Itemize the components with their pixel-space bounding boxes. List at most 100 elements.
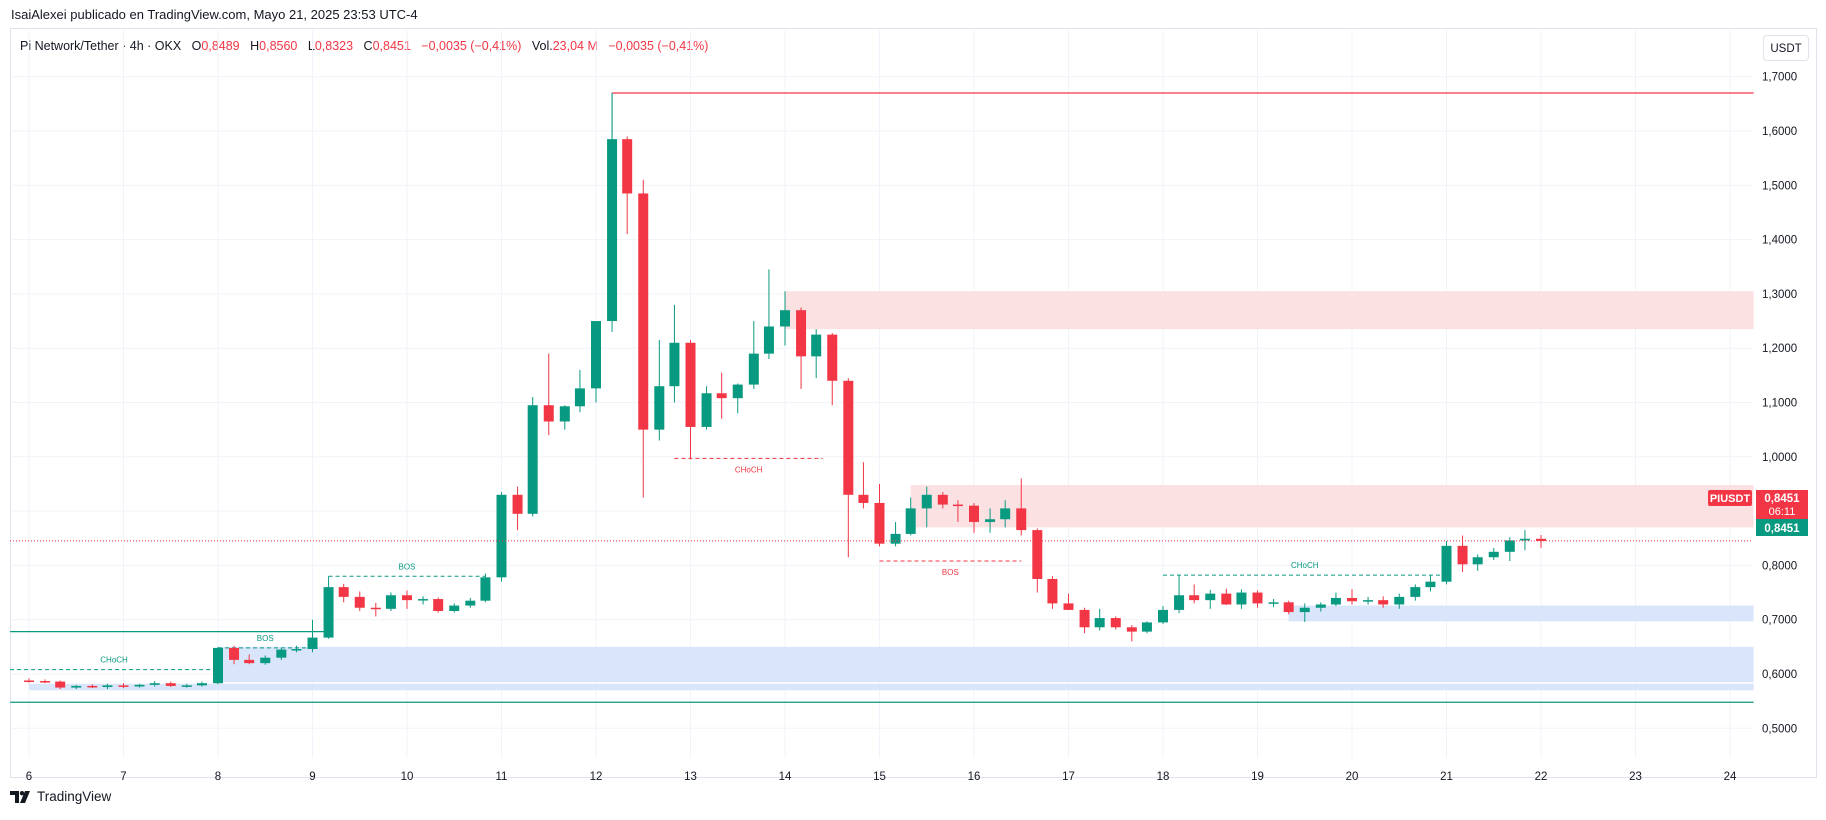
price-tick-label: 1,5000 — [1762, 180, 1797, 192]
candle-body — [276, 649, 287, 658]
candle-body — [1347, 597, 1357, 602]
change-value: −0,0035 (−0,41%) — [421, 39, 522, 53]
volume-label: Vol. — [531, 39, 553, 53]
price-tick-label: 1,3000 — [1762, 289, 1797, 301]
time-tick-label: 14 — [779, 771, 792, 783]
high-value: 0,8560 — [259, 39, 298, 53]
price-tick-label: 0,8000 — [1762, 560, 1797, 572]
candle-body — [87, 685, 98, 688]
high-label: H — [250, 39, 260, 53]
candle-body — [1394, 596, 1405, 605]
countdown-tag: 06:11 — [1769, 506, 1796, 518]
candle-body — [811, 334, 822, 357]
candle-body — [732, 384, 743, 399]
time-tick-label: 8 — [215, 771, 221, 783]
candle-body — [969, 505, 979, 522]
candle-body — [1363, 600, 1374, 602]
candle-body — [55, 681, 66, 688]
close-price-tag-bg — [1756, 519, 1808, 536]
symbol-tag: PIUSDT — [1710, 493, 1751, 505]
candle-body — [591, 321, 601, 389]
candle-body — [763, 326, 774, 354]
candle-body — [24, 680, 34, 682]
candle-body — [1000, 508, 1011, 520]
time-tick-label: 9 — [309, 771, 315, 783]
candle-body — [1047, 578, 1058, 604]
candle-body — [796, 310, 807, 357]
candle-body — [1252, 592, 1263, 604]
candle-body — [1126, 627, 1137, 632]
candle-body — [1536, 538, 1546, 541]
time-tick-label: 12 — [590, 771, 603, 783]
candle-body — [1457, 545, 1468, 565]
time-tick-label: 6 — [26, 771, 32, 783]
candle-body — [1221, 593, 1232, 605]
candle-body — [527, 405, 538, 514]
candle-body — [1110, 618, 1121, 628]
price-tick-label: 1,4000 — [1762, 235, 1797, 247]
candle-body — [418, 599, 429, 601]
unit-button[interactable]: USDT — [1763, 35, 1809, 61]
candle-body — [465, 600, 476, 606]
candle-body — [165, 683, 176, 686]
symbol-title[interactable]: Pi Network/Tether · 4h · OKX — [20, 39, 182, 53]
candle-body — [338, 587, 349, 597]
candle-body — [559, 406, 570, 422]
candle-body — [748, 353, 759, 385]
candle-body — [244, 659, 255, 664]
candle-body — [985, 519, 996, 522]
time-tick-label: 15 — [873, 771, 886, 783]
time-tick-label: 10 — [401, 771, 414, 783]
price-tick-label: 0,7000 — [1762, 615, 1797, 627]
candle-body — [354, 596, 365, 608]
candle-body — [1016, 508, 1027, 531]
close-label: C — [363, 39, 373, 53]
candle-body — [1441, 545, 1452, 582]
candle-body — [181, 685, 192, 687]
supply-zone — [910, 485, 1754, 528]
candle-body — [229, 647, 240, 660]
close-value: 0,8451 — [372, 39, 411, 53]
tradingview-brand[interactable]: TradingView — [10, 789, 111, 804]
time-tick-label: 24 — [1724, 771, 1737, 783]
candle-body — [1504, 540, 1515, 552]
candle-body — [134, 684, 145, 687]
candle-body — [669, 342, 680, 387]
candle-body — [71, 685, 82, 688]
candle-body — [543, 405, 554, 422]
candle-body — [1063, 603, 1074, 610]
candle-body — [1205, 593, 1216, 601]
candle-body — [40, 681, 51, 683]
price-tick-label: 1,2000 — [1762, 343, 1797, 355]
candle-body — [1268, 602, 1279, 604]
candle-body — [1472, 557, 1483, 565]
publisher-line: IsaiAlexei publicado en TradingView.com,… — [11, 7, 418, 22]
candle-body — [858, 494, 869, 503]
candle-body — [1141, 622, 1152, 632]
candle-body — [890, 533, 901, 544]
candle-body — [307, 637, 318, 650]
candle-body — [685, 342, 696, 427]
time-tick-label: 17 — [1062, 771, 1075, 783]
time-tick-label: 7 — [120, 771, 126, 783]
candle-body — [622, 139, 633, 194]
price-tick-label: 1,7000 — [1762, 72, 1797, 84]
open-label: O — [191, 39, 202, 53]
time-tick-label: 22 — [1535, 771, 1548, 783]
time-tick-label: 21 — [1440, 771, 1453, 783]
time-tick-label: 11 — [496, 771, 508, 783]
candle-body — [843, 380, 854, 495]
candle-body — [701, 393, 712, 427]
candle-body — [638, 193, 649, 430]
candle-body — [433, 599, 444, 611]
brand-name: TradingView — [37, 789, 112, 804]
candle-body — [1189, 595, 1200, 601]
time-tick-label: 18 — [1157, 771, 1170, 783]
candle-body — [574, 388, 585, 407]
candle-body — [1330, 597, 1341, 605]
candle-body — [102, 685, 113, 688]
volume-value: 23,04 M — [552, 39, 598, 53]
structure-label: CHoCH — [735, 465, 763, 474]
candle-body — [1299, 607, 1310, 613]
